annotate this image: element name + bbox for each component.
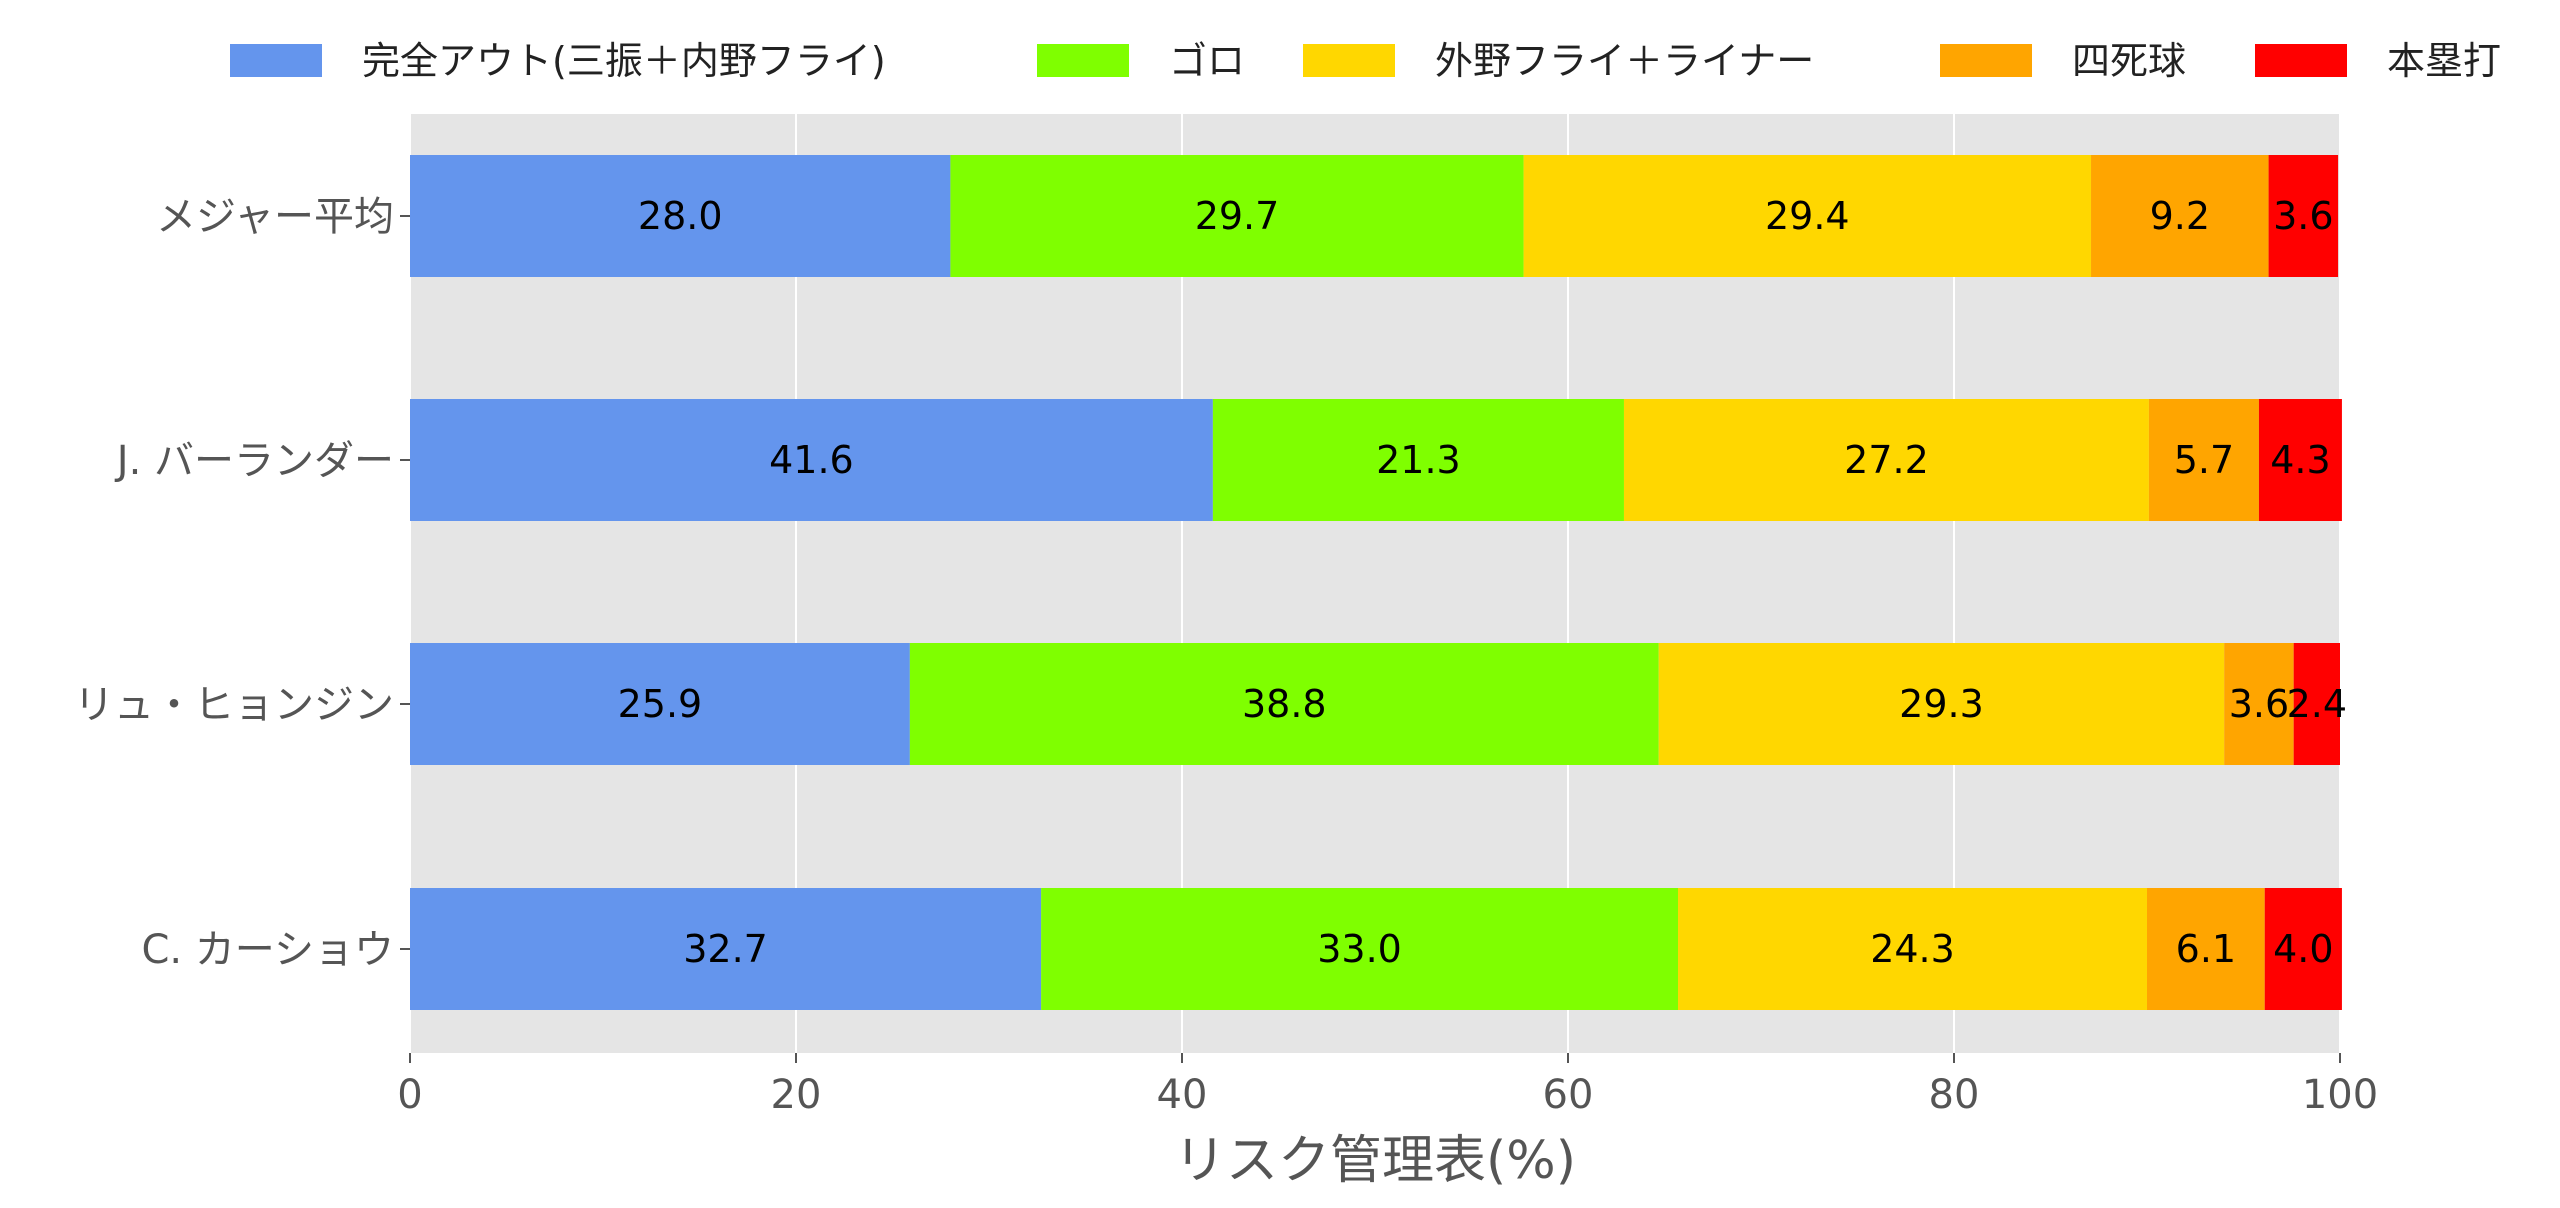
- data-label: 29.3: [1899, 682, 1984, 726]
- data-label: 9.2: [2150, 194, 2210, 238]
- data-label: 33.0: [1317, 927, 1402, 971]
- legend-swatch: [1037, 44, 1129, 77]
- bar-segment: [1623, 399, 2149, 521]
- data-label: 28.0: [638, 194, 723, 238]
- legend-swatch: [230, 44, 322, 77]
- bar-segment: [1658, 643, 2225, 765]
- data-label: 2.4: [2287, 682, 2347, 726]
- data-label: 29.7: [1195, 194, 1280, 238]
- data-label: 25.9: [618, 682, 703, 726]
- legend-label: 四死球: [2072, 39, 2186, 83]
- y-tick-label: J. バーランダー: [114, 438, 394, 484]
- data-label: 41.6: [769, 438, 854, 482]
- x-tick-label: 100: [2302, 1072, 2378, 1118]
- y-tick-label: リュ・ヒョンジン: [74, 682, 394, 728]
- x-tick-label: 80: [1929, 1072, 1980, 1118]
- data-label: 4.0: [2273, 927, 2333, 971]
- data-label: 29.4: [1765, 194, 1850, 238]
- legend-label: 本塁打: [2387, 39, 2501, 83]
- data-label: 3.6: [2273, 194, 2333, 238]
- legend-label: 外野フライ＋ライナー: [1435, 39, 1814, 83]
- bar-segment: [2268, 155, 2339, 277]
- bar-segment: [1678, 888, 2147, 1010]
- bar-segment: [410, 643, 910, 765]
- bar-segment: [2147, 888, 2265, 1010]
- bar-segment: [909, 643, 1659, 765]
- bar-segment: [1041, 888, 1679, 1010]
- x-tick-label: 0: [397, 1072, 422, 1118]
- data-label: 3.6: [2229, 682, 2289, 726]
- bar-segment: [410, 888, 1042, 1010]
- bar-segment: [2148, 399, 2259, 521]
- data-label: 24.3: [1870, 927, 1955, 971]
- y-tick-label: C. カーショウ: [141, 927, 394, 973]
- legend-swatch: [2255, 44, 2347, 77]
- y-tick-label: メジャー平均: [156, 194, 394, 240]
- bar-segment: [410, 155, 951, 277]
- x-tick-label: 20: [771, 1072, 822, 1118]
- bar-segment: [2091, 155, 2269, 277]
- legend-swatch: [1940, 44, 2032, 77]
- bar-segment: [2224, 643, 2294, 765]
- legend-label: ゴロ: [1169, 39, 1245, 83]
- x-tick-label: 60: [1543, 1072, 1594, 1118]
- bar-segment: [950, 155, 1524, 277]
- data-label: 6.1: [2176, 927, 2236, 971]
- bar-segment: [1212, 399, 1624, 521]
- data-label: 5.7: [2174, 438, 2234, 482]
- bar-segment: [2258, 399, 2342, 521]
- x-axis-label: リスク管理表(%): [1174, 1131, 1576, 1191]
- bar-segment: [2293, 643, 2340, 765]
- data-label: 21.3: [1376, 438, 1461, 482]
- data-label: 38.8: [1242, 682, 1327, 726]
- data-label: 27.2: [1844, 438, 1929, 482]
- bar-segment: [2264, 888, 2342, 1010]
- legend-label: 完全アウト(三振＋内野フライ): [362, 39, 886, 83]
- data-label: 32.7: [683, 927, 768, 971]
- bar-segment: [410, 399, 1213, 521]
- data-label: 4.3: [2270, 438, 2330, 482]
- legend-swatch: [1303, 44, 1395, 77]
- bar-segment: [1523, 155, 2092, 277]
- x-tick-label: 40: [1157, 1072, 1208, 1118]
